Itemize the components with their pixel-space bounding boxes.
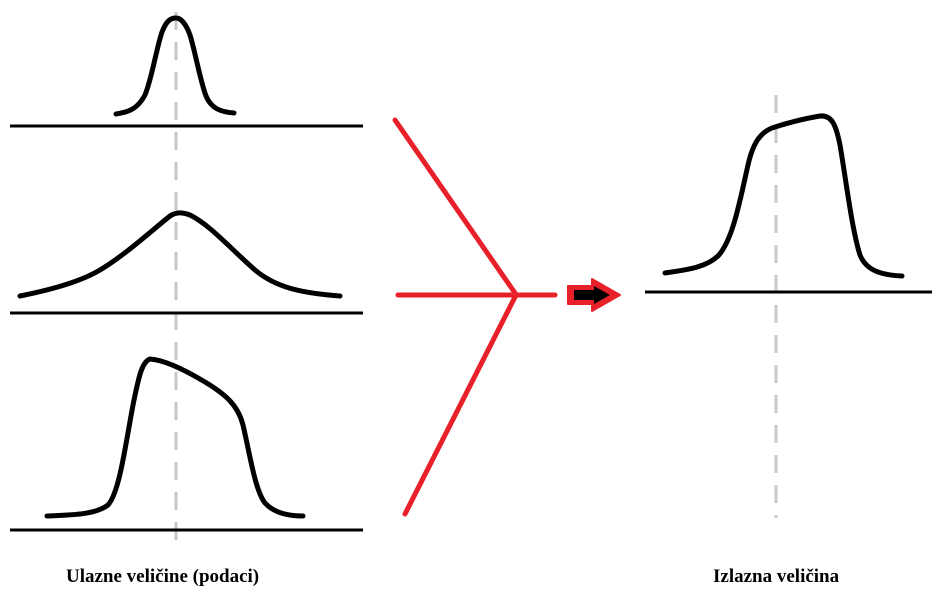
narrow-peak-curve (113, 15, 237, 117)
skewed-plateau-curve (44, 356, 306, 519)
arrow-inner (574, 286, 610, 304)
input-distribution-3 (10, 356, 363, 532)
input-distribution-1 (10, 15, 363, 128)
merge-line-top (392, 117, 518, 296)
arrow-icon (567, 278, 621, 312)
output-caption: Izlazna veličina (713, 566, 840, 587)
output-plateau-curve (662, 113, 905, 279)
input-distribution-2 (10, 210, 363, 315)
output-distribution (645, 113, 932, 294)
merge-line-bottom (402, 294, 518, 517)
input-caption: Ulazne veličine (podaci) (66, 566, 260, 587)
wide-bell-curve (17, 210, 343, 299)
merge-lines (392, 117, 558, 517)
